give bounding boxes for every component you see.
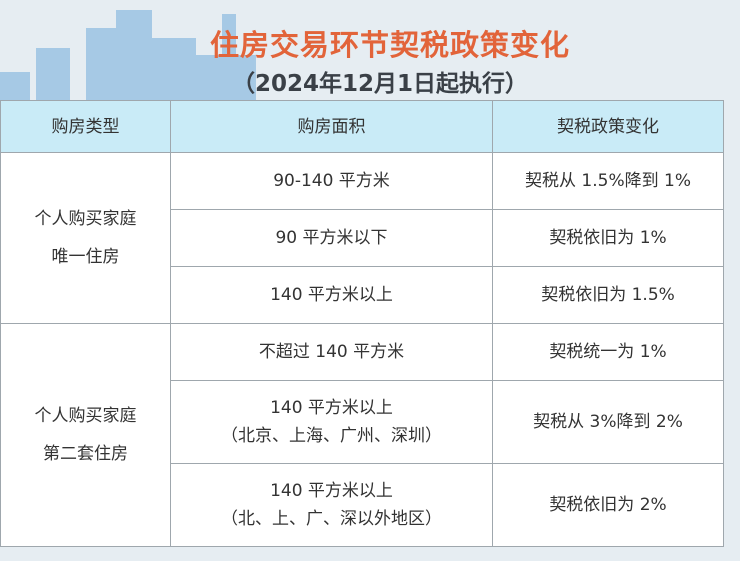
- policy-cell: 契税依旧为 1.5%: [492, 266, 724, 324]
- city-skyline-illustration: [0, 10, 256, 100]
- column-header: 购房类型: [0, 100, 171, 153]
- area-cell: 不超过 140 平方米: [170, 323, 493, 381]
- table-row: 90 平方米以下 契税依旧为 1%: [1, 209, 724, 267]
- area-cell: 140 平方米以上: [170, 266, 493, 324]
- policy-cell: 契税依旧为 1%: [492, 209, 724, 267]
- table-row: 个人购买家庭 唯一住房 90-140 平方米 契税从 1.5%降到 1%: [0, 152, 724, 324]
- purchase-type-cell: 个人购买家庭 唯一住房: [0, 152, 171, 324]
- area-cell: 90-140 平方米: [170, 152, 493, 210]
- policy-cell: 契税从 1.5%降到 1%: [492, 152, 724, 210]
- tax-policy-table: 购房类型 购房面积 契税政策变化 个人购买家庭 唯一住房 90-140 平方米 契…: [0, 100, 724, 547]
- page-title: 住房交易环节契税政策变化: [209, 28, 570, 62]
- area-cell: 140 平方米以上 （北京、上海、广州、深圳）: [170, 380, 493, 464]
- table-row: 140 平方米以上 契税依旧为 1.5%: [1, 266, 724, 324]
- table-row: 个人购买家庭 第二套住房 不超过 140 平方米 契税统一为 1%: [0, 323, 724, 547]
- effective-date-subtitle: （2024年12月1日起执行）: [231, 71, 529, 97]
- policy-cell: 契税从 3%降到 2%: [492, 380, 724, 464]
- table-header-row: 购房类型 购房面积 契税政策变化: [0, 100, 724, 153]
- column-header: 契税政策变化: [492, 100, 724, 153]
- purchase-type-cell: 个人购买家庭 第二套住房: [0, 323, 171, 547]
- policy-cell: 契税统一为 1%: [492, 323, 724, 381]
- area-cell: 90 平方米以下: [170, 209, 493, 267]
- table-row: 140 平方米以上 （北、上、广、深以外地区） 契税依旧为 2%: [1, 463, 724, 547]
- table-row: 140 平方米以上 （北京、上海、广州、深圳） 契税从 3%降到 2%: [1, 380, 724, 464]
- column-header: 购房面积: [170, 100, 493, 153]
- policy-cell: 契税依旧为 2%: [492, 463, 724, 547]
- area-cell: 140 平方米以上 （北、上、广、深以外地区）: [170, 463, 493, 547]
